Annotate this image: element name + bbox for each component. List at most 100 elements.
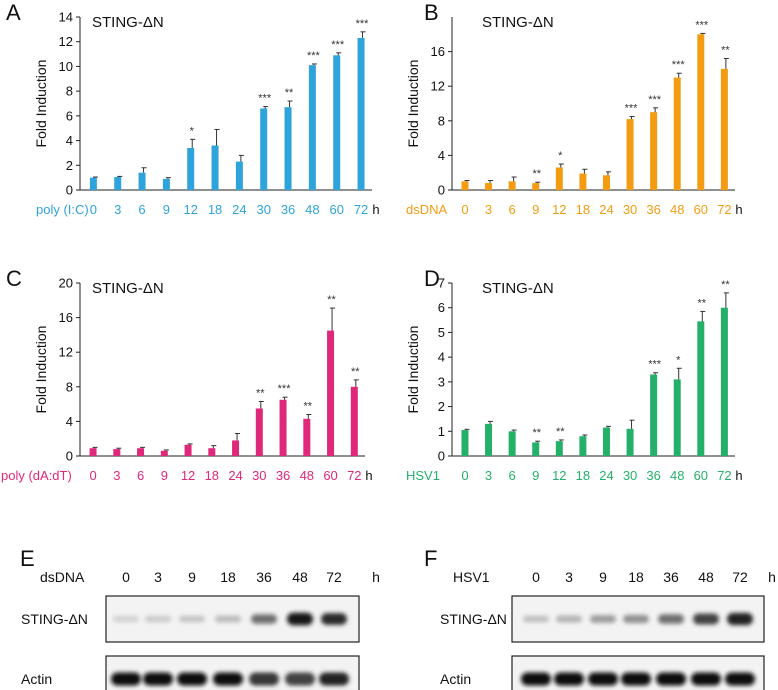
bar-12h [555, 441, 563, 456]
bar-60h [327, 330, 335, 456]
significance-marker: ** [285, 87, 294, 99]
blot-timepoint-label: 36 [663, 569, 679, 585]
panel-letter: F [424, 546, 437, 571]
x-tick-label: 72 [717, 202, 731, 217]
blot-band [693, 613, 719, 625]
blot-row-label: Actin [440, 671, 471, 687]
x-tick-label: 48 [670, 468, 684, 483]
x-tick-label: 30 [252, 468, 266, 483]
blot-band [623, 614, 649, 624]
y-tick-label: 20 [59, 276, 73, 291]
blot-timepoint-label: 0 [122, 569, 130, 585]
bar-36h [650, 112, 658, 190]
significance-marker: * [190, 125, 195, 137]
blot-timepoint-label: 9 [188, 569, 196, 585]
bar-18h [211, 145, 219, 190]
x-tick-label: 36 [646, 202, 660, 217]
x-unit-label: h [365, 468, 372, 483]
x-tick-label: 18 [576, 468, 590, 483]
x-tick-label: 60 [323, 468, 337, 483]
bar-3h [114, 177, 122, 190]
bar-36h [650, 374, 658, 456]
x-tick-label: 24 [228, 468, 242, 483]
blot-timepoint-label: 72 [326, 569, 342, 585]
y-tick-label: 8 [438, 113, 445, 128]
x-tick-label: 9 [161, 468, 168, 483]
x-unit-label: h [735, 202, 742, 217]
x-tick-label: 6 [138, 202, 145, 217]
bar-9h [160, 450, 168, 456]
significance-marker: * [676, 354, 681, 366]
bar-60h [697, 321, 705, 456]
significance-marker: *** [258, 93, 272, 105]
bar-60h [333, 55, 341, 190]
significance-marker: *** [695, 19, 709, 31]
bar-48h [673, 77, 681, 190]
bar-18h [579, 173, 587, 190]
blot-timepoint-label: 9 [599, 569, 607, 585]
blot-unit-label: h [768, 569, 776, 585]
bar-48h [673, 379, 681, 456]
x-tick-label: 0 [461, 202, 468, 217]
blot-band [145, 615, 171, 623]
x-tick-label: 18 [208, 202, 222, 217]
x-tick-label: 60 [694, 202, 708, 217]
significance-marker: *** [278, 383, 292, 395]
blot-band [691, 672, 721, 686]
y-axis-label: Fold Induction [33, 326, 49, 414]
y-tick-label: 3 [438, 374, 445, 389]
treatment-label: HSV1 [406, 468, 440, 483]
blot-band [113, 616, 139, 622]
x-tick-label: 12 [183, 202, 197, 217]
blot-band [213, 672, 243, 686]
chart-title: STING-ΔN [92, 14, 164, 31]
significance-marker: * [558, 150, 563, 162]
y-tick-label: 4 [438, 350, 445, 365]
blot-row-label: Actin [21, 671, 52, 687]
blot-band [143, 672, 173, 686]
significance-marker: ** [256, 388, 265, 400]
bar-6h [138, 172, 146, 190]
x-tick-label: 72 [354, 202, 368, 217]
y-tick-label: 2 [438, 399, 445, 414]
blot-band [588, 672, 618, 686]
blot-band [285, 672, 315, 686]
significance-marker: ** [532, 427, 541, 439]
x-tick-label: 24 [599, 202, 613, 217]
x-tick-label: 6 [509, 202, 516, 217]
x-tick-label: 3 [485, 202, 492, 217]
significance-marker: *** [672, 59, 686, 71]
y-tick-label: 12 [59, 34, 73, 49]
y-tick-label: 8 [66, 379, 73, 394]
y-tick-label: 12 [59, 345, 73, 360]
x-tick-label: 12 [181, 468, 195, 483]
panel-letter: C [6, 266, 22, 291]
bar-3h [485, 183, 493, 190]
blot-band [554, 672, 584, 686]
significance-marker: *** [648, 94, 662, 106]
bar-60h [697, 34, 705, 190]
x-tick-label: 48 [305, 202, 319, 217]
bar-48h [303, 418, 311, 456]
blot-row-label: STING-ΔN [21, 611, 88, 627]
x-unit-label: h [372, 202, 379, 217]
x-tick-label: 0 [461, 468, 468, 483]
y-tick-label: 14 [59, 10, 73, 25]
y-tick-label: 0 [66, 183, 73, 198]
x-tick-label: 3 [114, 202, 121, 217]
significance-marker: ** [556, 426, 565, 438]
y-tick-label: 7 [438, 276, 445, 291]
blot-row-label: STING-ΔN [440, 611, 507, 627]
blot-band [319, 672, 349, 686]
bar-6h [137, 448, 145, 456]
y-axis-label: Fold Induction [405, 326, 421, 414]
blot-band [727, 612, 753, 626]
bar-6h [508, 181, 516, 190]
x-tick-label: 48 [300, 468, 314, 483]
bar-72h [720, 68, 728, 190]
bar-30h [626, 119, 634, 190]
bar-36h [279, 399, 287, 456]
x-tick-label: 3 [485, 468, 492, 483]
